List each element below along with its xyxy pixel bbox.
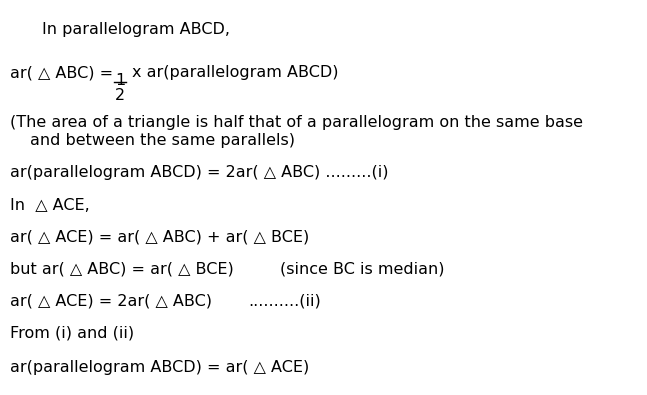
Text: x ar(parallelogram ABCD): x ar(parallelogram ABCD) (132, 65, 338, 80)
Text: In  △ ACE,: In △ ACE, (10, 198, 90, 213)
Text: (The area of a triangle is half that of a parallelogram on the same base: (The area of a triangle is half that of … (10, 115, 583, 130)
Text: 2: 2 (115, 88, 125, 103)
Text: In parallelogram ABCD,: In parallelogram ABCD, (42, 22, 230, 37)
Text: (since BC is median): (since BC is median) (280, 262, 444, 277)
Text: ar(parallelogram ABCD) = ar( △ ACE): ar(parallelogram ABCD) = ar( △ ACE) (10, 360, 309, 375)
Text: ar( △ ABC) =: ar( △ ABC) = (10, 65, 113, 80)
Text: ..........(ii): ..........(ii) (248, 294, 321, 309)
Text: 1: 1 (115, 73, 126, 88)
Text: but ar( △ ABC) = ar( △ BCE): but ar( △ ABC) = ar( △ BCE) (10, 262, 234, 277)
Text: and between the same parallels): and between the same parallels) (30, 133, 295, 148)
Text: ar(parallelogram ABCD) = 2ar( △ ABC) .........(i): ar(parallelogram ABCD) = 2ar( △ ABC) ...… (10, 165, 388, 180)
Text: From (i) and (ii): From (i) and (ii) (10, 326, 134, 341)
Text: ar( △ ACE) = ar( △ ABC) + ar( △ BCE): ar( △ ACE) = ar( △ ABC) + ar( △ BCE) (10, 230, 309, 245)
Text: ar( △ ACE) = 2ar( △ ABC): ar( △ ACE) = 2ar( △ ABC) (10, 294, 212, 309)
